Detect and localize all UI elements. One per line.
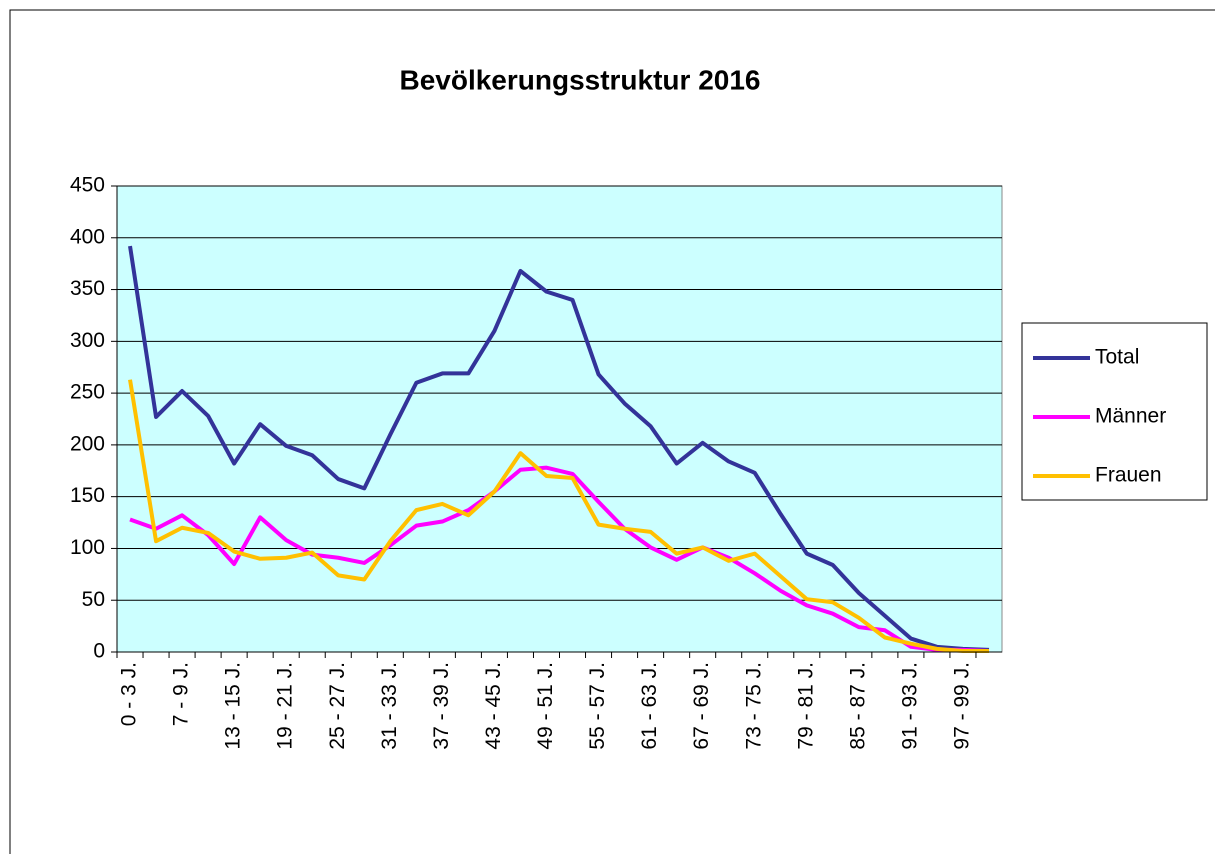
x-tick-label: 37 - 39 J.: [430, 662, 453, 750]
series-line: [129, 465, 990, 653]
x-tick-label: 73 - 75 J.: [742, 662, 765, 750]
y-tick-label: 350: [70, 277, 105, 300]
plot-area: [116, 185, 1003, 653]
y-tick-label: 50: [82, 588, 105, 611]
lines: [128, 245, 990, 653]
y-tick-label: 250: [70, 381, 105, 404]
y-tick-label: 200: [70, 432, 105, 455]
grid: [111, 185, 1002, 653]
legend-label: Männer: [1095, 405, 1166, 428]
x-tick-label: 25 - 27 J.: [326, 662, 349, 750]
x-tick-label: 79 - 81 J.: [794, 662, 817, 750]
series-line: [128, 379, 989, 653]
x-tick-label: 43 - 45 J.: [482, 662, 505, 750]
x-tick-label: 55 - 57 J.: [586, 662, 609, 750]
y-tick-label: 400: [70, 225, 105, 248]
x-tick-label: 91 - 93 J.: [898, 662, 921, 750]
y-tick-label: 150: [70, 484, 105, 507]
x-tick-label: 7 - 9 J.: [170, 662, 193, 726]
x-tick-label: 85 - 87 J.: [846, 662, 869, 750]
legend-label: Frauen: [1095, 464, 1162, 487]
y-tick-label: 0: [93, 640, 105, 663]
x-tick-label: 97 - 99 J.: [951, 662, 974, 750]
x-tick-label: 67 - 69 J.: [690, 662, 713, 750]
chart-title: Bevölkerungsstruktur 2016: [399, 64, 760, 95]
y-tick-label: 300: [70, 329, 105, 352]
x-tick-label: 13 - 15 J.: [222, 662, 245, 750]
y-tick-label: 450: [70, 174, 105, 197]
x-tick-label: 61 - 63 J.: [638, 662, 661, 750]
x-tick-label: 0 - 3 J.: [118, 662, 141, 726]
x-tick-label: 31 - 33 J.: [378, 662, 401, 750]
legend-box: [1021, 322, 1208, 501]
series-line: [128, 245, 990, 652]
legend-label: Total: [1095, 346, 1139, 369]
x-tick-label: 49 - 51 J.: [534, 662, 557, 750]
x-tick-label: 19 - 21 J.: [274, 662, 297, 750]
y-tick-label: 100: [70, 536, 105, 559]
